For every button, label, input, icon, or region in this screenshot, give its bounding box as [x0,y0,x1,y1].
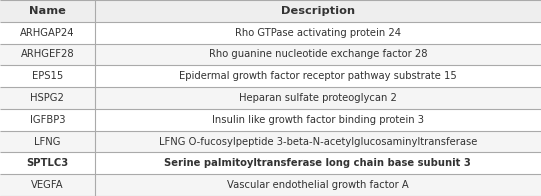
Bar [0,174,541,196]
Text: EPS15: EPS15 [32,71,63,81]
Text: Serine palmitoyltransferase long chain base subunit 3: Serine palmitoyltransferase long chain b… [164,158,471,168]
Bar [0,152,541,174]
Bar [0,109,541,131]
Text: Heparan sulfate proteoglycan 2: Heparan sulfate proteoglycan 2 [239,93,397,103]
Text: Rho GTPase activating protein 24: Rho GTPase activating protein 24 [235,28,401,38]
Text: Insulin like growth factor binding protein 3: Insulin like growth factor binding prote… [212,115,424,125]
Text: IGFBP3: IGFBP3 [30,115,65,125]
Text: Epidermal growth factor receptor pathway substrate 15: Epidermal growth factor receptor pathway… [179,71,457,81]
Text: Description: Description [281,6,355,16]
Text: Name: Name [29,6,66,16]
Text: Rho guanine nucleotide exchange factor 28: Rho guanine nucleotide exchange factor 2… [209,49,427,59]
Bar [0,65,541,87]
Text: SPTLC3: SPTLC3 [27,158,68,168]
Text: VEGFA: VEGFA [31,180,64,190]
Text: ARHGEF28: ARHGEF28 [21,49,74,59]
Text: HSPG2: HSPG2 [30,93,64,103]
Text: Vascular endothelial growth factor A: Vascular endothelial growth factor A [227,180,408,190]
Text: ARHGAP24: ARHGAP24 [20,28,75,38]
Bar [0,22,541,44]
Bar [0,131,541,152]
Text: LFNG: LFNG [34,137,61,147]
Text: LFNG O-fucosylpeptide 3-beta-N-acetylglucosaminyltransferase: LFNG O-fucosylpeptide 3-beta-N-acetylglu… [159,137,477,147]
Bar [0,0,541,22]
Bar [0,87,541,109]
Bar [0,44,541,65]
